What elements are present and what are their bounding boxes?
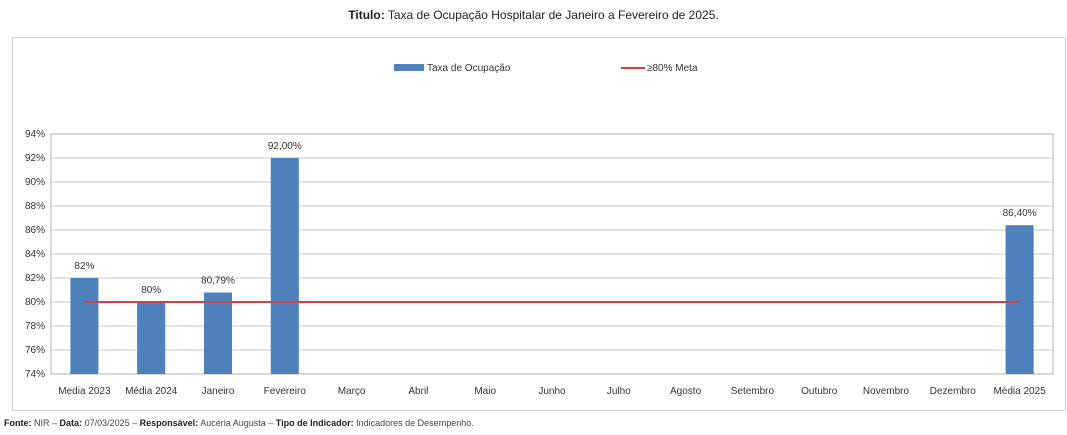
y-tick-label: 78% bbox=[25, 321, 45, 332]
bar bbox=[203, 292, 233, 374]
x-tick-label: Julho bbox=[607, 386, 631, 397]
y-tick-label: 90% bbox=[25, 177, 45, 188]
y-tick-label: 92% bbox=[25, 153, 45, 164]
x-tick-label: Agosto bbox=[670, 386, 702, 397]
footer-date-label: Data: bbox=[59, 418, 83, 428]
footer-responsible-value: Aucéria Augusta bbox=[200, 418, 266, 428]
footer-indicator-value: Indicadores de Desempenho. bbox=[356, 418, 474, 428]
footer-responsible-label: Responsável: bbox=[139, 418, 199, 428]
x-tick-label: Setembro bbox=[731, 386, 775, 397]
data-label: 80% bbox=[141, 285, 161, 296]
chart-title: Titulo: Taxa de Ocupação Hospitalar de J… bbox=[0, 8, 1067, 22]
bar-chart: 74% 76% 78% 80% 82% 84% 86% 88% 90% 92% 94% 82% Medi… bbox=[25, 63, 1054, 397]
x-tick-label: Média 2025 bbox=[993, 386, 1046, 397]
legend-bar-swatch bbox=[394, 64, 424, 71]
x-tick-label: Junho bbox=[538, 386, 566, 397]
title-text: Taxa de Ocupação Hospitalar de Janeiro a… bbox=[387, 8, 719, 22]
plot-area-border bbox=[50, 133, 1054, 375]
legend-bar-label: Taxa de Ocupação bbox=[427, 63, 511, 74]
x-tick-label: Abril bbox=[408, 386, 428, 397]
y-tick-label: 80% bbox=[25, 297, 45, 308]
chart-container: 74% 76% 78% 80% 82% 84% 86% 88% 90% 92% 94% 82% Medi… bbox=[12, 37, 1066, 411]
x-tick-label: Maio bbox=[474, 386, 496, 397]
footer-separator: – bbox=[52, 418, 60, 428]
data-label: 92,00% bbox=[268, 141, 302, 152]
y-tick-label: 74% bbox=[25, 369, 45, 380]
x-tick-label: Janeiro bbox=[202, 386, 235, 397]
footer-date-value: 07/03/2025 bbox=[84, 418, 130, 428]
title-label: Titulo: bbox=[348, 8, 385, 22]
data-label: 82% bbox=[74, 261, 94, 272]
y-tick-label: 84% bbox=[25, 249, 45, 260]
bar bbox=[270, 158, 299, 374]
y-tick-label: 88% bbox=[25, 201, 45, 212]
bar bbox=[137, 302, 166, 374]
legend-line-label: ≥80% Meta bbox=[647, 63, 698, 74]
footer-source-value: NIR bbox=[34, 418, 50, 428]
footer-source-label: Fonte: bbox=[4, 418, 32, 428]
footer-separator: – bbox=[132, 418, 140, 428]
y-tick-label: 82% bbox=[25, 273, 45, 284]
x-tick-label: Fevereiro bbox=[264, 386, 307, 397]
x-tick-label: Novembro bbox=[863, 386, 910, 397]
data-label: 86,40% bbox=[1003, 208, 1037, 219]
y-tick-label: 76% bbox=[25, 345, 45, 356]
footer: Fonte: NIR – Data: 07/03/2025 – Responsá… bbox=[4, 418, 474, 428]
x-tick-label: Março bbox=[338, 386, 366, 397]
bar bbox=[70, 278, 99, 374]
x-tick-label: Dezembro bbox=[930, 386, 977, 397]
x-tick-label: Outubro bbox=[801, 386, 838, 397]
x-tick-label: Média 2024 bbox=[125, 386, 178, 397]
y-tick-label: 94% bbox=[25, 129, 45, 140]
footer-indicator-label: Tipo de Indicador: bbox=[275, 418, 354, 428]
bar bbox=[1005, 225, 1034, 374]
y-tick-label: 86% bbox=[25, 225, 45, 236]
footer-separator: – bbox=[268, 418, 276, 428]
data-label: 80,79% bbox=[201, 276, 235, 287]
x-tick-label: Media 2023 bbox=[58, 386, 111, 397]
